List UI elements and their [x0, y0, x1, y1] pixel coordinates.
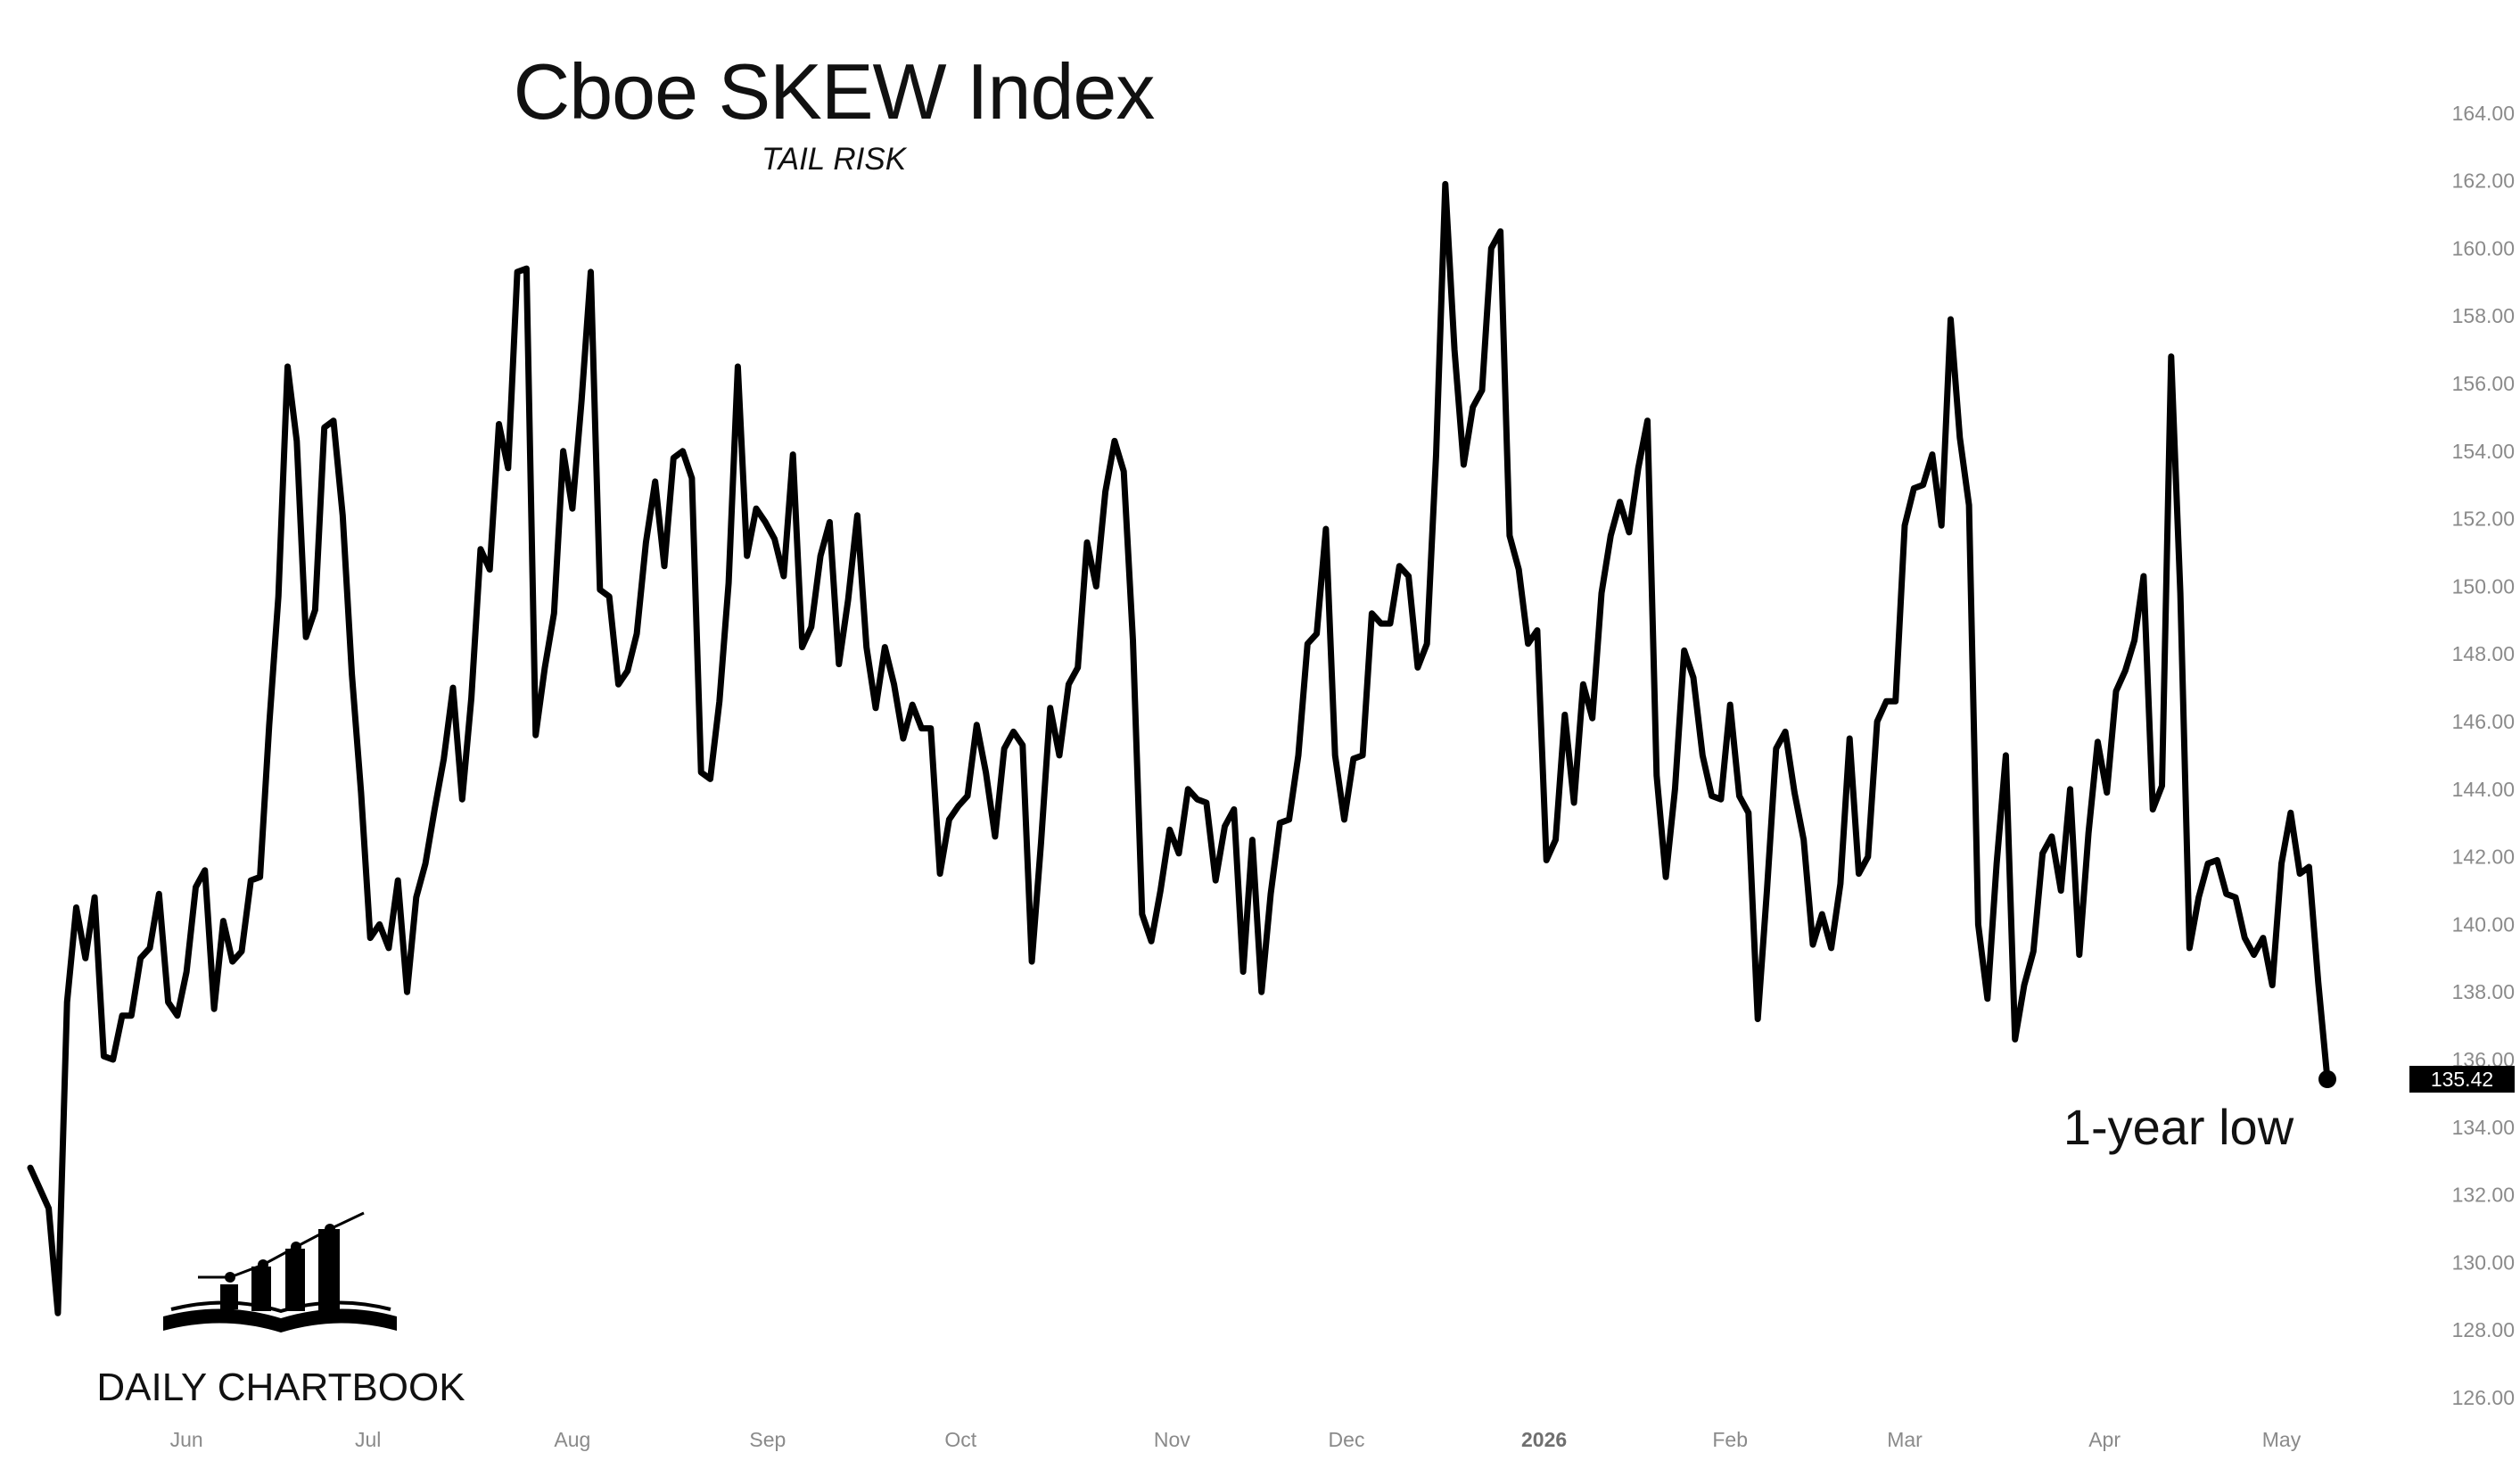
x-tick-label: 2026: [1521, 1428, 1567, 1451]
y-tick-label: 132.00: [2452, 1184, 2515, 1207]
x-tick-label: Jul: [355, 1428, 381, 1451]
x-tick-label: Apr: [2088, 1428, 2121, 1451]
logo-book-icon-right: [281, 1308, 397, 1333]
y-tick-label: 130.00: [2452, 1250, 2515, 1274]
x-tick-label: Sep: [749, 1428, 786, 1451]
logo-trend-point-4: [325, 1224, 335, 1234]
y-tick-label: 146.00: [2452, 710, 2515, 733]
y-tick-label: 138.00: [2452, 980, 2515, 1003]
chart-title: Cboe SKEW Index: [514, 47, 1156, 136]
daily-chartbook-logo: [163, 1211, 397, 1333]
x-tick-label: Aug: [554, 1428, 590, 1451]
y-tick-label: 156.00: [2452, 372, 2515, 395]
brand-name: DAILY CHARTBOOK: [96, 1366, 465, 1409]
x-tick-label: May: [2262, 1428, 2302, 1451]
y-tick-label: 142.00: [2452, 846, 2515, 869]
last-value-label-text: 135.42: [2431, 1068, 2493, 1091]
logo-trend-point-2: [258, 1259, 268, 1270]
y-tick-label: 160.00: [2452, 236, 2515, 260]
last-point-marker: [2318, 1070, 2336, 1088]
y-tick-label: 158.00: [2452, 304, 2515, 327]
logo-book-pages: [170, 1300, 391, 1314]
one-year-low-annotation: 1-year low: [2063, 1099, 2294, 1155]
y-tick-label: 140.00: [2452, 912, 2515, 936]
y-tick-label: 126.00: [2452, 1386, 2515, 1409]
logo-bar-1: [220, 1284, 238, 1309]
y-tick-label: 154.00: [2452, 440, 2515, 463]
x-tick-label: Jun: [170, 1428, 203, 1451]
y-tick-label: 144.00: [2452, 778, 2515, 801]
y-tick-label: 152.00: [2452, 507, 2515, 531]
x-tick-label: Nov: [1154, 1428, 1190, 1451]
y-axis-ticks: 164.00 162.00 160.00 158.00 156.00 154.00 152.…: [2452, 102, 2515, 1409]
y-tick-label: 148.00: [2452, 642, 2515, 665]
logo-bar-2: [251, 1267, 271, 1311]
logo-bar-3: [285, 1249, 305, 1311]
x-tick-label: Mar: [1887, 1428, 1923, 1451]
x-tick-label: Oct: [944, 1428, 976, 1451]
y-tick-label: 164.00: [2452, 102, 2515, 125]
y-tick-label: 134.00: [2452, 1116, 2515, 1139]
last-value-label: 135.42: [2409, 1066, 2515, 1093]
y-tick-label: 128.00: [2452, 1318, 2515, 1341]
y-tick-label: 150.00: [2452, 574, 2515, 598]
y-tick-label: 162.00: [2452, 169, 2515, 193]
skew-series-line: [27, 180, 2331, 1316]
x-axis-ticks: Jun Jul Aug Sep Oct Nov Dec 2026 Feb Mar Apr May: [170, 1428, 2302, 1451]
chart-subtitle: TAIL RISK: [762, 142, 908, 177]
logo-book-icon: [163, 1308, 281, 1333]
logo-trend-point-1: [225, 1272, 235, 1283]
last-value-label-background: [2409, 1066, 2515, 1093]
logo-trend-point-3: [291, 1242, 301, 1252]
x-tick-label: Feb: [1712, 1428, 1748, 1451]
logo-bar-4: [318, 1229, 340, 1311]
x-tick-label: Dec: [1329, 1428, 1365, 1451]
